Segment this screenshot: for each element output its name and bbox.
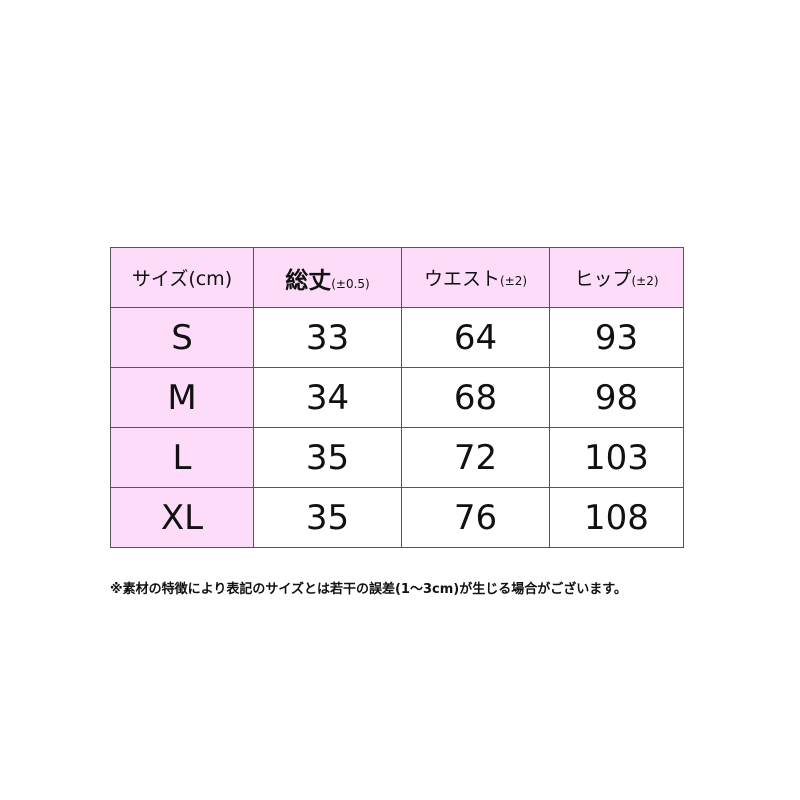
waist-cell: 68 [401, 367, 550, 428]
length-cell: 35 [253, 487, 402, 548]
header-size: サイズ(cm) [110, 247, 254, 308]
header-row: サイズ(cm) 総丈(±0.5) ウエスト(±2) ヒップ(±2) [110, 247, 684, 308]
header-tolerance: (±0.5) [331, 276, 370, 291]
header-label: 総丈 [285, 267, 332, 294]
table-row: S 33 64 93 [110, 307, 684, 368]
header-hip: ヒップ(±2) [549, 247, 684, 308]
length-cell: 34 [253, 367, 402, 428]
size-cell: M [110, 367, 254, 428]
hip-cell: 108 [549, 487, 684, 548]
size-cell: XL [110, 487, 254, 548]
table-row: M 34 68 98 [110, 367, 684, 428]
header-label: ヒップ [574, 268, 632, 290]
header-length: 総丈(±0.5) [253, 247, 402, 308]
size-table: サイズ(cm) 総丈(±0.5) ウエスト(±2) ヒップ(±2) S 33 6… [110, 247, 684, 548]
hip-cell: 98 [549, 367, 684, 428]
size-cell: S [110, 307, 254, 368]
hip-cell: 93 [549, 307, 684, 368]
waist-cell: 76 [401, 487, 550, 548]
hip-cell: 103 [549, 427, 684, 488]
header-waist: ウエスト(±2) [401, 247, 550, 308]
table-row: XL 35 76 108 [110, 487, 684, 548]
size-cell: L [110, 427, 254, 488]
header-tolerance: (±2) [499, 274, 528, 288]
length-cell: 33 [253, 307, 402, 368]
waist-cell: 64 [401, 307, 550, 368]
header-tolerance: (±2) [631, 274, 659, 288]
header-label: ウエスト [423, 268, 500, 290]
table-row: L 35 72 103 [110, 427, 684, 488]
length-cell: 35 [253, 427, 402, 488]
waist-cell: 72 [401, 427, 550, 488]
header-label: サイズ(cm) [131, 268, 233, 290]
size-note: ※素材の特徴により表記のサイズとは若干の誤差(1～3cm)が生じる場合がございま… [110, 582, 627, 597]
